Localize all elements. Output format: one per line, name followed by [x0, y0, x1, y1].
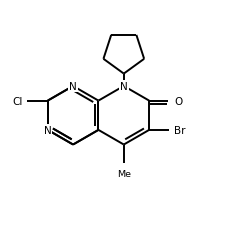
Text: Cl: Cl	[12, 96, 22, 106]
Text: O: O	[174, 96, 182, 106]
Text: Br: Br	[174, 125, 186, 135]
Text: N: N	[69, 82, 77, 91]
Text: N: N	[44, 125, 52, 135]
Text: Me: Me	[117, 169, 131, 178]
Text: N: N	[120, 82, 128, 91]
